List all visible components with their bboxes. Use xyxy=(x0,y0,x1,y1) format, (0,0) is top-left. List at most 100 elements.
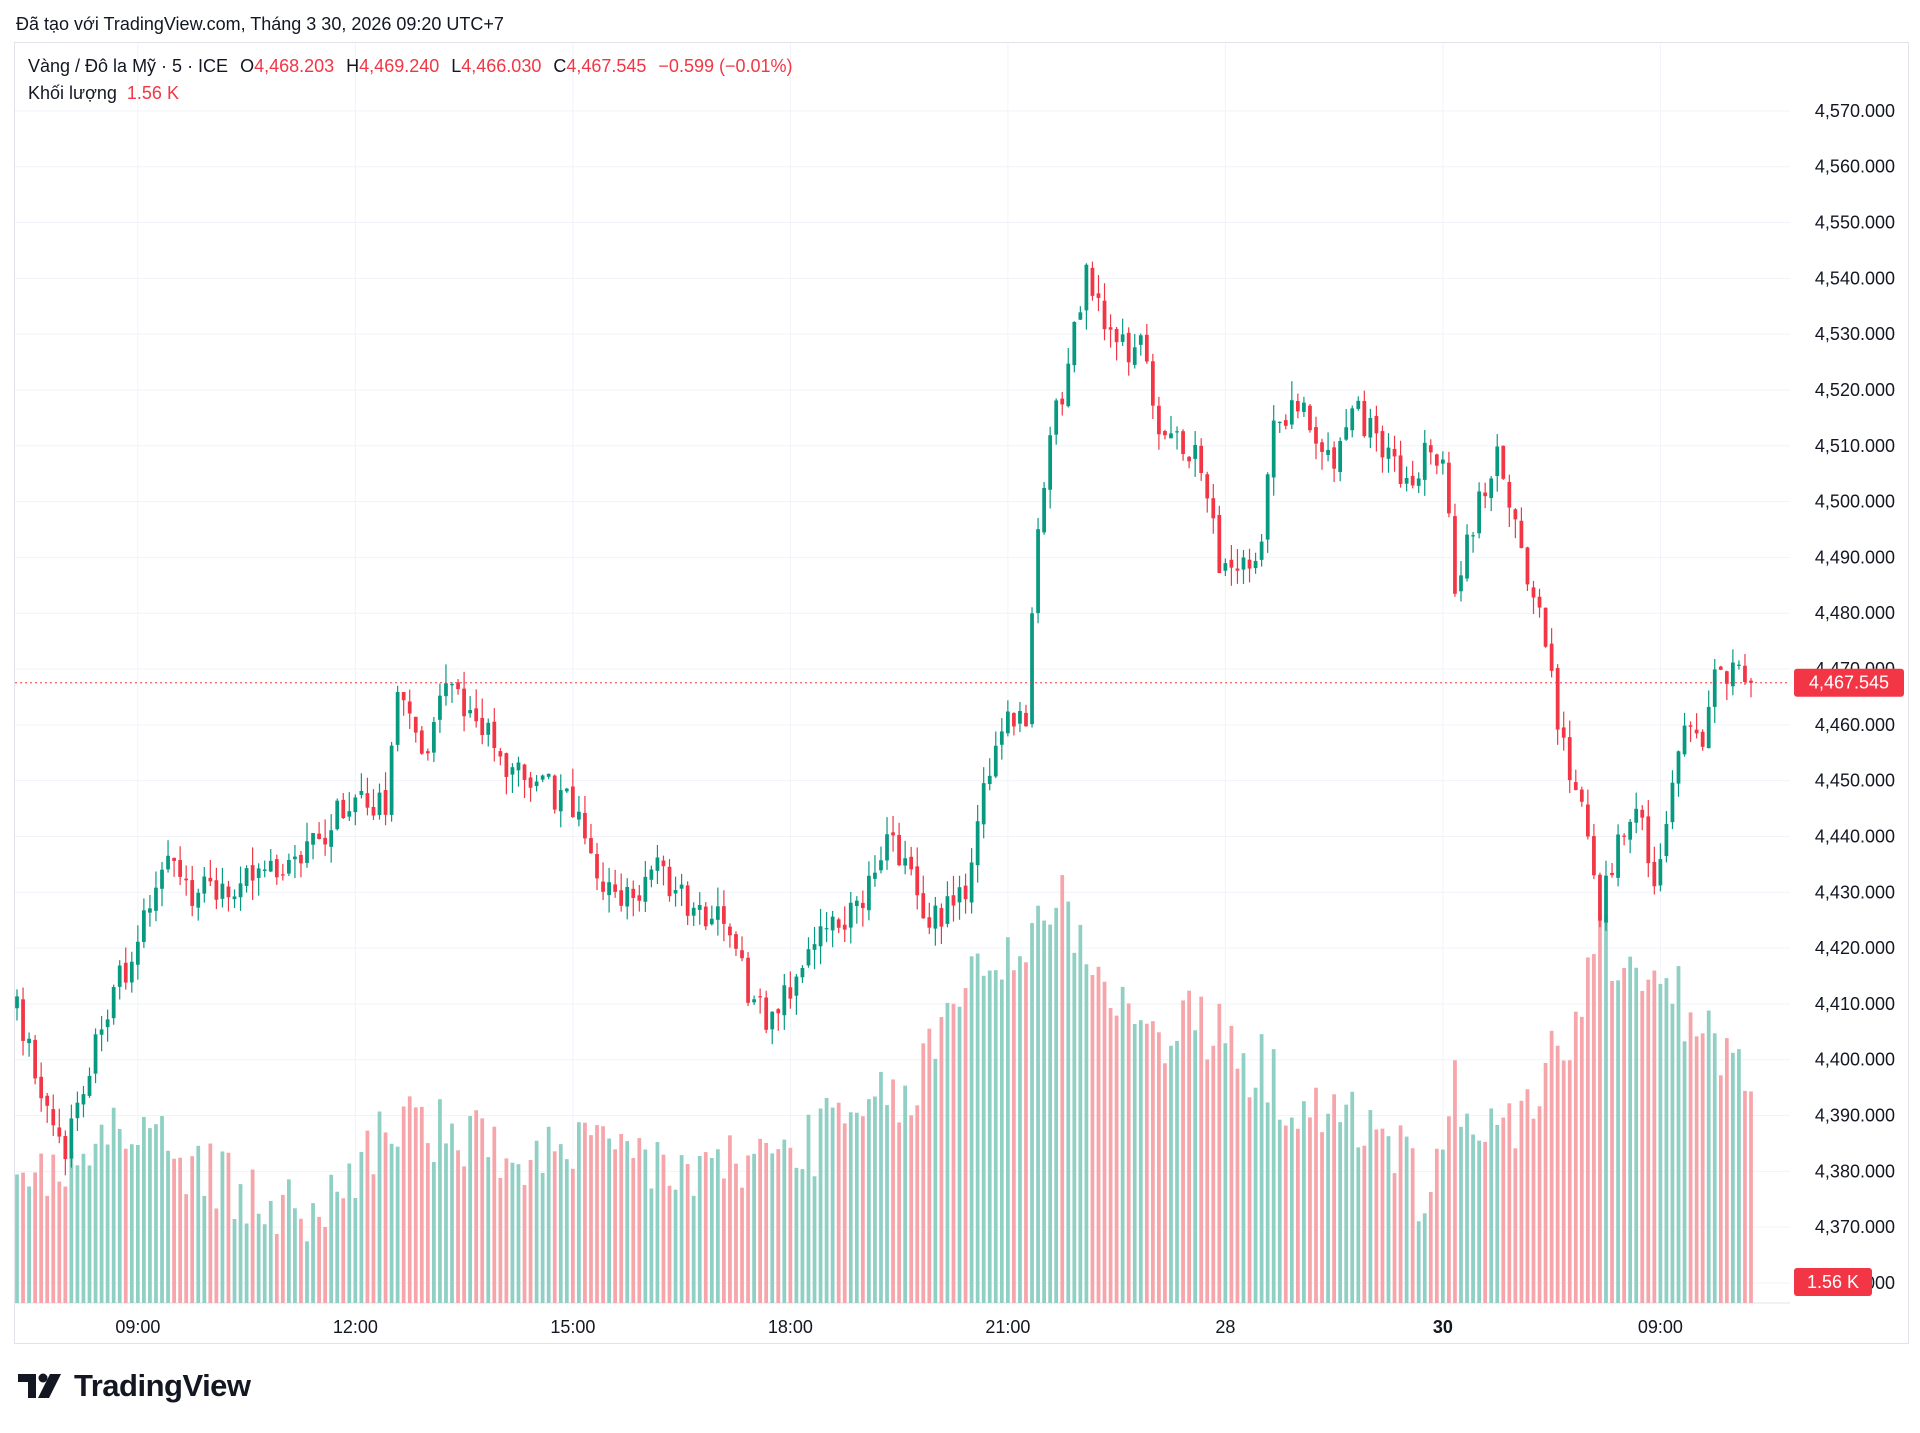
volume-bar xyxy=(1513,1148,1518,1303)
current-price-tag xyxy=(1794,668,1904,697)
volume-bar xyxy=(1471,1134,1475,1303)
volume-bar xyxy=(347,1163,352,1303)
candle-body xyxy=(1543,607,1548,647)
volume-bar xyxy=(903,1085,908,1303)
candle-body xyxy=(1465,534,1469,579)
volume-bar xyxy=(317,1216,321,1303)
tradingview-logo[interactable]: TradingView xyxy=(16,1368,251,1404)
volume-bar xyxy=(401,1106,406,1303)
volume-bar xyxy=(299,1218,303,1303)
candle-body xyxy=(232,896,237,900)
candle-body xyxy=(1555,668,1560,730)
candle-body xyxy=(697,905,702,910)
volume-bar xyxy=(1604,915,1608,1303)
volume-bar xyxy=(963,988,968,1303)
candle-body xyxy=(504,753,509,777)
volume-bar xyxy=(583,1122,587,1303)
volume-label[interactable]: Khối lượng xyxy=(28,83,117,103)
volume-bar xyxy=(1598,914,1602,1303)
candle-body xyxy=(1259,541,1264,560)
candle-body xyxy=(1712,669,1717,707)
candle-body xyxy=(957,887,962,903)
volume-bar xyxy=(975,953,980,1303)
volume-bar xyxy=(93,1143,98,1303)
volume-bar xyxy=(287,1179,291,1303)
volume-bar xyxy=(1483,1141,1488,1303)
candle-body xyxy=(1592,836,1596,876)
candle-body xyxy=(534,781,539,786)
candle-body xyxy=(1066,363,1071,407)
y-tick-label: 4,530.000 xyxy=(1815,324,1895,344)
candle-body xyxy=(1012,713,1016,727)
candle-body xyxy=(1265,474,1270,540)
volume-bar xyxy=(1749,1091,1753,1303)
candle-body xyxy=(1525,547,1530,585)
y-tick-label: 4,500.000 xyxy=(1815,492,1895,512)
volume-bar xyxy=(1731,1052,1735,1303)
candle-body xyxy=(1386,447,1391,459)
volume-bar xyxy=(1525,1089,1530,1303)
volume-bar xyxy=(1737,1049,1741,1303)
candle-body xyxy=(371,806,376,816)
candle-body xyxy=(1483,492,1488,497)
candle-body xyxy=(1132,347,1137,365)
candle-body xyxy=(885,834,889,861)
candle-body xyxy=(806,949,811,966)
volume-bar xyxy=(1217,1003,1222,1303)
volume-bar xyxy=(1150,1021,1155,1303)
volume-bar xyxy=(1042,920,1046,1303)
candle-body xyxy=(1374,415,1379,434)
candle-body xyxy=(129,961,134,983)
chart-svg[interactable]: 4,360.0004,370.0004,380.0004,390.0004,40… xyxy=(15,43,1908,1343)
volume-bar xyxy=(232,1219,237,1303)
candle-body xyxy=(577,811,581,820)
candle-body xyxy=(1610,872,1614,876)
candle-body xyxy=(643,876,648,902)
candle-body xyxy=(1416,478,1421,486)
volume-bar xyxy=(160,1116,164,1303)
candle-body xyxy=(1495,446,1500,476)
volume-bar xyxy=(504,1158,509,1303)
candle-body xyxy=(190,880,195,906)
volume-bar xyxy=(1169,1045,1173,1303)
volume-bar xyxy=(836,1102,841,1303)
volume-bar xyxy=(419,1106,424,1303)
candle-body xyxy=(462,688,466,717)
volume-bar xyxy=(154,1124,158,1303)
candle-body xyxy=(1096,293,1101,298)
candle-body xyxy=(764,997,769,1030)
x-tick-label: 18:00 xyxy=(768,1317,813,1337)
candle-body xyxy=(299,854,303,864)
volume-bar xyxy=(1676,966,1681,1303)
volume-bar xyxy=(1531,1118,1536,1303)
volume-bar xyxy=(39,1153,44,1303)
candle-body xyxy=(456,682,460,690)
volume-bar xyxy=(244,1223,249,1303)
volume-bar xyxy=(280,1194,285,1303)
volume-bar xyxy=(1688,1012,1693,1303)
volume-bar xyxy=(607,1138,611,1303)
volume-bar xyxy=(649,1188,654,1303)
volume-bar xyxy=(709,1158,714,1303)
volume-bar xyxy=(764,1142,769,1303)
y-tick-label: 4,550.000 xyxy=(1815,213,1895,233)
candle-body xyxy=(317,833,321,839)
volume-bar xyxy=(993,970,998,1303)
symbol-title[interactable]: Vàng / Đô la Mỹ · 5 · ICE xyxy=(28,56,229,76)
volume-bar xyxy=(1537,1106,1542,1303)
candle-body xyxy=(1108,327,1113,330)
candle-body xyxy=(105,1019,110,1028)
volume-bar xyxy=(1211,1045,1216,1303)
volume-bar xyxy=(111,1107,116,1303)
candle-body xyxy=(1585,804,1590,837)
volume-bar xyxy=(921,1043,926,1303)
volume-bar xyxy=(873,1096,877,1303)
candle-body xyxy=(226,886,231,898)
candle-body xyxy=(873,872,877,879)
candle-body xyxy=(1658,859,1663,886)
x-tick-label: 15:00 xyxy=(550,1317,595,1337)
y-tick-label: 4,420.000 xyxy=(1815,938,1895,958)
candle-body xyxy=(758,996,763,998)
volume-bar xyxy=(1592,954,1596,1303)
candle-body xyxy=(1120,334,1125,342)
